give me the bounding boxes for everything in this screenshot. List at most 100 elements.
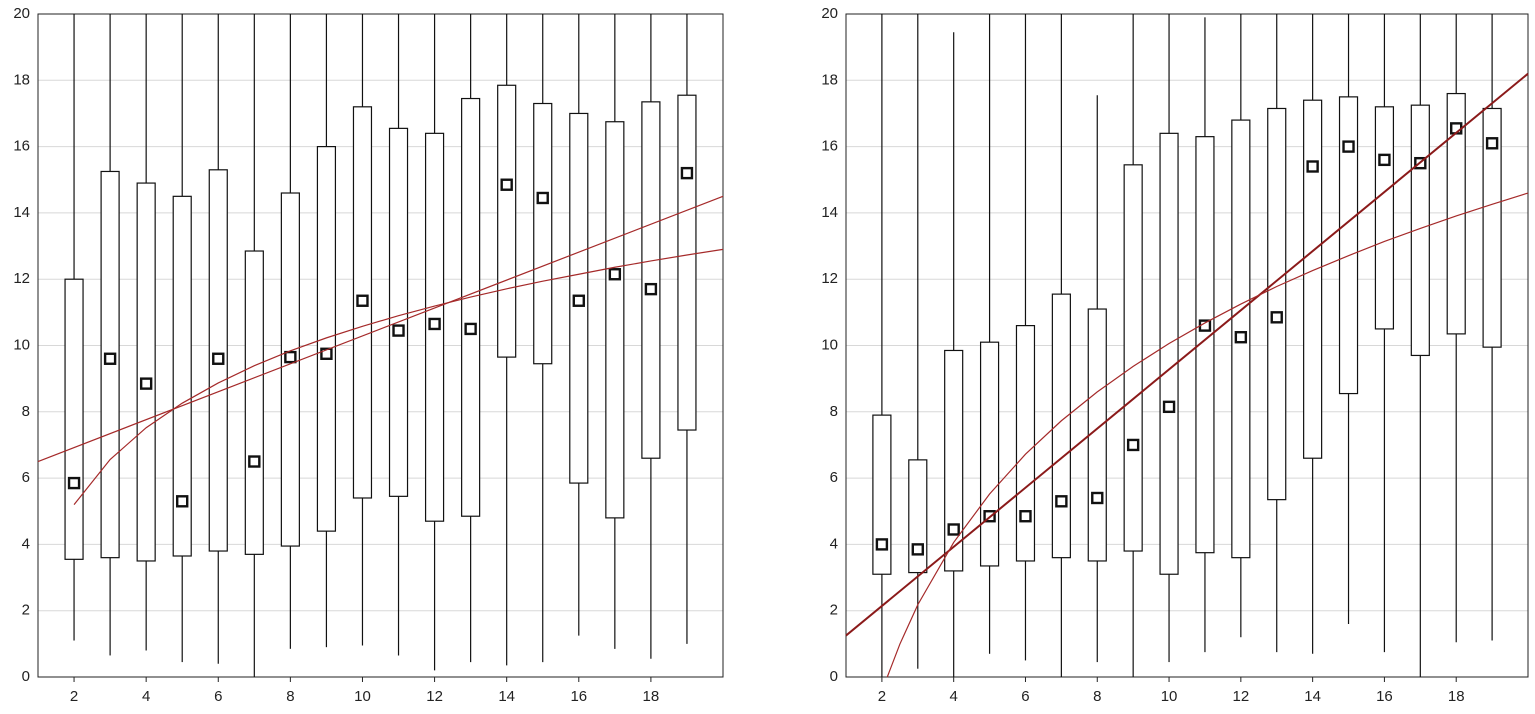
box xyxy=(533,102,553,365)
box-marker xyxy=(248,455,261,468)
box-marker xyxy=(356,294,369,307)
x-tick-label: 10 xyxy=(354,688,371,705)
box-marker xyxy=(1270,311,1283,324)
box-marker xyxy=(947,523,960,536)
x-tick-label: 4 xyxy=(142,688,150,705)
box-marker xyxy=(536,191,549,205)
y-tick-label: 8 xyxy=(22,403,30,420)
box xyxy=(1051,293,1071,559)
x-tick-label: 14 xyxy=(1304,688,1321,705)
box-marker xyxy=(608,268,622,281)
x-tick-label: 2 xyxy=(878,688,886,705)
y-tick-label: 4 xyxy=(22,535,30,552)
box xyxy=(1446,92,1466,335)
box xyxy=(944,349,964,572)
y-tick-label: 18 xyxy=(821,71,838,88)
box-marker xyxy=(1234,331,1248,344)
x-tick-label: 6 xyxy=(214,688,222,705)
box-marker xyxy=(680,166,694,180)
box xyxy=(1123,164,1143,552)
x-tick-label: 18 xyxy=(643,688,660,705)
box-marker xyxy=(911,543,924,556)
box xyxy=(1303,99,1323,459)
trend-line xyxy=(845,72,1529,637)
y-tick-label: 18 xyxy=(13,71,30,88)
y-tick-label: 14 xyxy=(13,204,30,221)
trend-line xyxy=(37,195,724,463)
box xyxy=(1267,107,1287,501)
y-tick-label: 10 xyxy=(821,336,838,353)
box xyxy=(605,121,625,519)
box xyxy=(497,84,517,358)
plot-frame xyxy=(845,13,1529,678)
box-marker xyxy=(320,347,333,360)
box xyxy=(641,101,661,459)
y-tick-label: 8 xyxy=(830,403,838,420)
box xyxy=(172,195,192,557)
x-tick-label: 16 xyxy=(570,688,587,705)
x-tick-label: 6 xyxy=(1021,688,1029,705)
box xyxy=(136,182,156,562)
box xyxy=(244,250,264,555)
box-marker xyxy=(1091,491,1104,505)
box-marker xyxy=(428,317,441,331)
box xyxy=(1374,106,1395,330)
y-tick-label: 20 xyxy=(13,5,30,22)
x-tick-label: 18 xyxy=(1448,688,1465,705)
box xyxy=(64,278,84,560)
box xyxy=(872,414,892,575)
box-marker xyxy=(392,324,405,337)
box-marker xyxy=(464,322,477,336)
y-tick-label: 12 xyxy=(821,270,838,287)
y-tick-label: 10 xyxy=(13,336,30,353)
box-marker xyxy=(103,352,117,365)
trend-line xyxy=(73,248,724,505)
box-marker xyxy=(1019,510,1032,523)
box xyxy=(1015,325,1036,562)
y-tick-label: 14 xyxy=(821,204,838,221)
y-tick-label: 0 xyxy=(830,668,838,685)
y-tick-label: 2 xyxy=(22,602,30,619)
box-marker xyxy=(644,282,658,296)
box xyxy=(388,127,409,497)
x-tick-label: 16 xyxy=(1376,688,1393,705)
box xyxy=(1195,136,1215,554)
y-tick-label: 16 xyxy=(13,138,30,155)
trend-line xyxy=(886,192,1529,678)
x-tick-label: 4 xyxy=(950,688,958,705)
y-tick-label: 6 xyxy=(830,469,838,486)
box-marker xyxy=(139,377,153,390)
box xyxy=(1159,132,1179,575)
y-tick-label: 12 xyxy=(13,270,30,287)
box xyxy=(280,192,300,547)
y-tick-label: 20 xyxy=(821,5,838,22)
box-marker xyxy=(1162,400,1176,414)
box-marker xyxy=(1342,140,1355,153)
box-marker xyxy=(284,350,297,364)
box-marker xyxy=(875,538,889,551)
box xyxy=(316,146,337,532)
y-tick-label: 4 xyxy=(830,535,838,552)
x-tick-label: 2 xyxy=(70,688,78,705)
box-marker xyxy=(1485,137,1499,150)
box xyxy=(677,94,697,431)
x-tick-label: 8 xyxy=(286,688,294,705)
box-marker xyxy=(67,476,81,490)
box xyxy=(1482,107,1502,348)
box-marker xyxy=(1055,495,1068,508)
box xyxy=(908,459,928,574)
x-tick-label: 12 xyxy=(426,688,443,705)
x-tick-label: 14 xyxy=(498,688,515,705)
y-tick-label: 6 xyxy=(22,469,30,486)
x-tick-label: 12 xyxy=(1232,688,1249,705)
y-tick-label: 2 xyxy=(830,602,838,619)
box xyxy=(979,341,1000,567)
x-tick-label: 8 xyxy=(1093,688,1101,705)
box-marker xyxy=(1378,153,1391,167)
box-marker xyxy=(176,495,189,508)
box-marker xyxy=(1126,438,1140,452)
plot-frame xyxy=(37,13,724,678)
x-tick-label: 10 xyxy=(1161,688,1178,705)
